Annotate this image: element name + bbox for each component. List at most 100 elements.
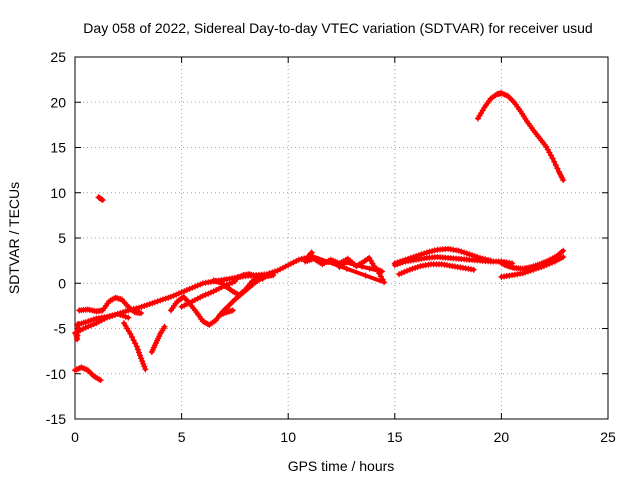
point-2-4 — [114, 311, 121, 317]
point-15-9 — [487, 257, 494, 264]
point-0-20-2 — [290, 259, 297, 266]
point-0-10 — [178, 289, 185, 296]
point-18-4 — [541, 263, 547, 270]
point-2-1-1 — [85, 318, 92, 325]
point-15-1-1 — [405, 255, 412, 262]
point-16-0-1 — [398, 270, 405, 277]
y-tick-label-0: -15 — [46, 411, 66, 427]
point-3-1-1 — [129, 334, 135, 341]
point-11-4 — [259, 275, 266, 282]
point-20-3-3 — [325, 259, 332, 265]
y-axis-title: SDTVAR / TECUs — [6, 182, 22, 294]
point-0-9-1 — [170, 292, 177, 299]
point-15-6-1 — [458, 248, 465, 255]
point-20-3 — [381, 279, 388, 286]
point-15-3-1 — [426, 248, 433, 255]
series-track-drop — [121, 320, 149, 373]
point-15-6-2 — [461, 249, 468, 256]
point-8-2-1 — [202, 291, 209, 298]
point-16-1-1 — [409, 265, 416, 272]
series-track-early-lower — [74, 311, 132, 328]
point-0-7 — [146, 301, 153, 308]
data-marks — [72, 90, 567, 384]
point-18-4-3 — [549, 259, 555, 266]
y-tick-label-4: 5 — [58, 230, 66, 246]
x-tick-label-0: 0 — [71, 429, 79, 445]
point-10-2 — [229, 307, 236, 314]
point-20-1-3 — [366, 265, 373, 272]
point-15-2-3 — [421, 250, 428, 257]
point-15-0-3 — [399, 257, 406, 264]
point-12-1 — [99, 197, 106, 203]
point-15-7 — [466, 251, 473, 258]
series-track-bottom — [72, 364, 104, 384]
point-3-1 — [127, 330, 134, 337]
point-0-10-2 — [183, 287, 190, 293]
point-1-9 — [138, 310, 145, 317]
point-12-0-3 — [98, 196, 105, 203]
point-0-1-1 — [85, 323, 92, 330]
point-20-1-1 — [350, 261, 357, 268]
point-15-2-2 — [418, 251, 425, 258]
point-19-12-1 — [551, 158, 558, 165]
x-tick-label-5: 25 — [600, 429, 616, 445]
series-track-hump-lower — [396, 261, 477, 278]
y-tick-label-5: 10 — [50, 185, 66, 201]
point-0-9 — [167, 293, 174, 300]
point-3-1-2 — [130, 337, 137, 344]
point-18-3-2 — [535, 264, 542, 271]
point-0-1 — [82, 324, 89, 331]
point-19-12-2 — [552, 162, 559, 169]
series-track-outlier — [95, 194, 106, 203]
point-2-3-2 — [109, 312, 116, 319]
grid-lines — [75, 57, 608, 419]
x-tick-label-3: 15 — [387, 429, 403, 445]
point-18-3-1 — [533, 265, 539, 272]
point-0-7-3 — [154, 298, 161, 305]
point-15-3-2 — [429, 248, 436, 255]
point-18-2 — [519, 270, 526, 277]
series-band-0 — [73, 255, 312, 335]
point-8-2 — [199, 292, 206, 299]
point-16-0-2 — [401, 268, 408, 275]
series-track-end-lower — [498, 254, 567, 280]
point-4-2 — [75, 321, 82, 327]
x-axis-title: GPS time / hours — [288, 458, 395, 474]
x-tick-label-2: 10 — [280, 429, 296, 445]
point-0-7-2 — [151, 299, 158, 306]
point-8-0-3 — [186, 299, 193, 306]
point-5-4 — [97, 377, 104, 384]
series-track-small-spots — [306, 249, 388, 286]
point-16-7 — [470, 266, 477, 273]
point-0-6-1 — [138, 303, 145, 310]
point-15-7-1 — [469, 252, 476, 259]
plot-frame — [74, 56, 609, 420]
point-17-8 — [560, 247, 567, 254]
point-7-16 — [270, 272, 277, 279]
point-3-3 — [138, 355, 145, 362]
point-18-6 — [560, 254, 567, 260]
axis-ticks: 0 5 10 15 20 25 -15 -10 -5 0 5 10 15 20 25 — [46, 49, 616, 445]
point-8-2-3 — [207, 289, 214, 296]
chart-title: Day 058 of 2022, Sidereal Day-to-day VTE… — [83, 20, 592, 36]
point-15-7-3 — [474, 254, 481, 260]
point-15-0-2 — [397, 258, 404, 265]
point-0-19-1 — [277, 266, 284, 273]
point-0-6-2 — [141, 302, 148, 309]
point-6-3 — [161, 323, 168, 330]
series-track-rise-main — [72, 254, 313, 336]
series-track-short-b — [217, 307, 236, 318]
series-track-loop-upper — [234, 271, 266, 282]
point-3-2-1 — [134, 346, 141, 353]
point-3-1-3 — [132, 340, 139, 347]
point-0-10-3 — [186, 285, 193, 292]
y-tick-label-8: 25 — [50, 49, 66, 65]
point-15-2 — [413, 253, 420, 260]
point-8-1-2 — [194, 295, 201, 302]
point-2-3-1 — [106, 313, 113, 320]
point-19-12-3 — [554, 165, 561, 172]
series-track-end-rise — [498, 247, 567, 272]
series-track-early-upper — [76, 294, 145, 317]
point-3-3-3 — [141, 363, 148, 370]
